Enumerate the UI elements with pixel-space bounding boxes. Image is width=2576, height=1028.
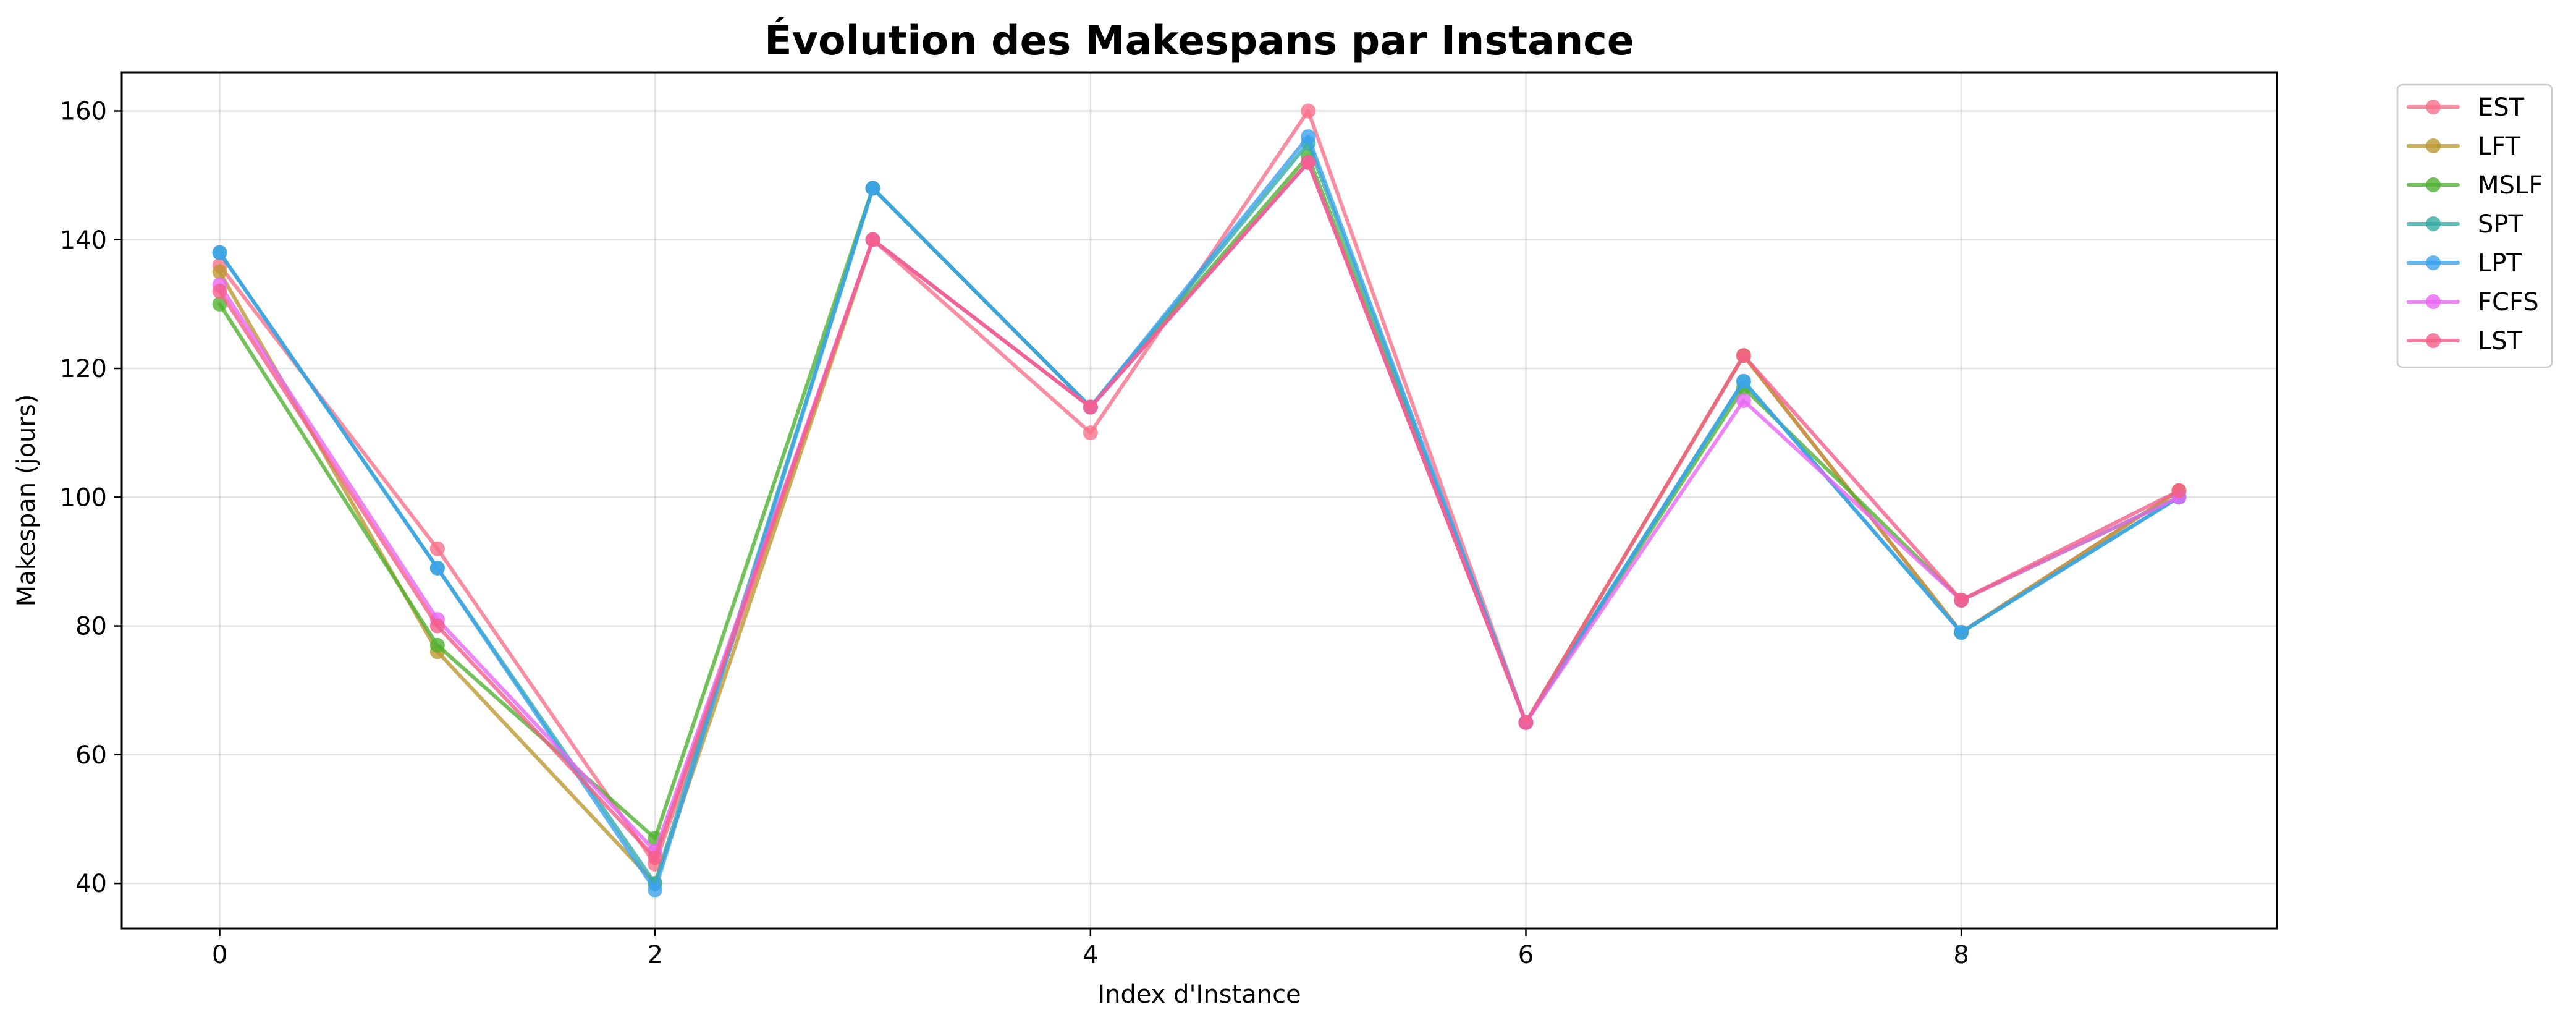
data-point — [2171, 483, 2187, 498]
y-tick-label: 160 — [60, 97, 107, 125]
legend-label: MSLF — [2478, 171, 2543, 200]
x-tick-label: 4 — [1083, 941, 1098, 969]
data-point — [212, 245, 227, 260]
legend-item-spt: SPT — [2407, 210, 2524, 239]
data-point — [212, 284, 227, 299]
legend: EST LFT MSLF SPT LPT FCFS LST — [2396, 83, 2553, 368]
y-tick-label: 140 — [60, 226, 107, 255]
data-point — [429, 541, 445, 556]
data-point — [865, 232, 880, 247]
data-point — [1954, 624, 1969, 640]
data-point — [1954, 592, 1969, 608]
series-line — [217, 135, 2181, 892]
data-point — [1301, 155, 1316, 170]
legend-marker — [2426, 216, 2441, 231]
legend-marker — [2426, 294, 2441, 309]
data-point — [1736, 393, 1751, 409]
y-tick-label: 120 — [60, 355, 107, 383]
y-tick-label: 100 — [60, 483, 107, 512]
data-point — [1736, 373, 1751, 389]
data-point — [1301, 103, 1316, 119]
grid — [122, 72, 2277, 928]
data-point — [429, 560, 445, 576]
y-tick-label: 60 — [75, 741, 107, 770]
legend-label: LST — [2478, 327, 2523, 355]
data-point — [212, 264, 227, 279]
legend-marker — [2426, 100, 2441, 114]
data-point — [212, 296, 227, 312]
legend-item-lft: LFT — [2407, 132, 2521, 161]
chart-title: Évolution des Makespans par Instance — [764, 16, 1634, 64]
data-point — [1518, 715, 1534, 730]
x-axis-label: Index d'Instance — [1097, 980, 1301, 1009]
axis-ticks: 0 2 4 6 8 40 60 80 100 120 140 160 — [60, 97, 1969, 969]
y-tick-label: 40 — [75, 870, 107, 898]
data-point — [1736, 348, 1751, 363]
data-point — [648, 850, 663, 865]
legend-label: LFT — [2478, 132, 2521, 161]
legend-label: EST — [2478, 93, 2525, 122]
legend-marker — [2426, 138, 2441, 153]
legend-marker — [2426, 255, 2441, 270]
y-axis-label: Makespan (jours) — [12, 394, 41, 607]
legend-marker — [2426, 177, 2441, 192]
data-point — [429, 618, 445, 634]
legend-box — [2396, 83, 2553, 368]
data-point — [865, 181, 880, 196]
data-point — [1083, 399, 1098, 415]
series-layer — [212, 103, 2187, 898]
series-lst — [212, 155, 2187, 865]
data-point — [1083, 425, 1098, 441]
data-point — [648, 882, 663, 898]
series-line — [217, 160, 2181, 860]
y-tick-label: 80 — [75, 613, 107, 641]
legend-item-mslf: MSLF — [2407, 171, 2543, 200]
data-point — [429, 637, 445, 653]
legend-item-fcfs: FCFS — [2407, 288, 2539, 316]
x-tick-label: 8 — [1953, 941, 1969, 969]
legend-item-lst: LST — [2407, 327, 2523, 355]
x-tick-label: 6 — [1518, 941, 1534, 969]
data-point — [1301, 129, 1316, 145]
legend-item-lpt: LPT — [2407, 249, 2522, 278]
legend-label: SPT — [2478, 210, 2524, 239]
legend-item-est: EST — [2407, 93, 2525, 122]
x-tick-label: 0 — [212, 941, 227, 969]
legend-label: LPT — [2478, 249, 2522, 278]
x-tick-label: 2 — [647, 941, 662, 969]
legend-marker — [2426, 333, 2441, 348]
plot-frame — [120, 71, 2278, 930]
legend-label: FCFS — [2478, 288, 2539, 316]
